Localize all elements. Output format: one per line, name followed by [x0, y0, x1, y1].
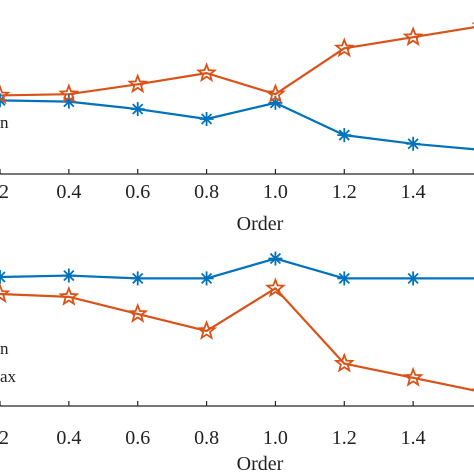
bottom-series-1-marker	[337, 271, 352, 286]
top-series-2-marker	[402, 26, 424, 47]
bottom-x-tick-label: 1.4	[401, 427, 426, 449]
bottom-series-2-marker	[58, 285, 80, 306]
bottom-x-tick-label: 1.2	[332, 427, 357, 449]
top-series-2-marker	[333, 37, 355, 58]
top-series-2-line	[0, 26, 474, 97]
top-legend-text: n	[0, 113, 9, 132]
bottom-series-2-marker	[127, 302, 149, 323]
top-x-tick-labels: 0.4 0.6 0.8 1.0 1.2 1.4 2	[0, 181, 426, 203]
bottom-legend-text-1: n	[0, 339, 9, 358]
top-series-1-marker	[130, 102, 145, 117]
top-series-markers	[0, 22, 474, 151]
top-x-tick-label: 0.6	[125, 181, 150, 203]
bottom-x-tick-label: 2	[0, 427, 9, 449]
top-series-2-marker	[127, 73, 149, 94]
top-series-1-marker	[199, 112, 214, 126]
bottom-series-1-marker	[199, 271, 214, 286]
bottom-x-tick-label: 0.4	[56, 427, 81, 449]
bottom-x-ticks	[0, 401, 414, 406]
bottom-series-1-line	[0, 257, 474, 280]
bottom-series-2-marker	[264, 277, 286, 298]
top-x-tick-label: 2	[0, 181, 9, 203]
bottom-series-2-marker	[333, 352, 355, 373]
top-x-tick-label: 0.4	[56, 181, 81, 203]
bottom-series-2-marker	[0, 282, 11, 303]
top-series-2-marker	[58, 83, 80, 104]
bottom-series-2-marker	[196, 319, 218, 340]
bottom-series-2-line	[0, 287, 474, 392]
bottom-series-1-marker	[61, 268, 76, 283]
bottom-series-lines	[0, 257, 474, 392]
bottom-series-markers	[0, 251, 474, 391]
bottom-series-1-marker	[0, 269, 7, 284]
top-x-tick-label: 1.2	[332, 181, 357, 203]
top-series-2-marker	[196, 62, 218, 83]
bottom-x-tick-label: 0.8	[194, 427, 219, 449]
top-series-2-marker	[0, 84, 11, 105]
bottom-legend-text-2: ax	[0, 367, 17, 386]
bottom-series-1-marker	[130, 271, 145, 286]
bottom-x-tick-label: 0.6	[125, 427, 150, 449]
bottom-x-axis-title: Order	[237, 453, 284, 474]
bottom-series-1-marker	[268, 251, 283, 266]
top-chart-panel: 0.4 0.6 0.8 1.0 1.2 1.4 2 n Order	[0, 22, 474, 235]
top-series-1-marker	[406, 136, 421, 151]
top-x-ticks	[0, 169, 414, 174]
bottom-x-tick-label: 1.0	[263, 427, 288, 449]
top-series-1-marker	[337, 128, 352, 143]
top-x-tick-label: 0.8	[194, 181, 219, 203]
top-x-tick-label: 1.0	[263, 181, 288, 203]
bottom-x-tick-labels: 0.4 0.6 0.8 1.0 1.2 1.4 2	[0, 427, 426, 449]
top-x-axis-title: Order	[237, 213, 284, 235]
top-series-1-line	[0, 99, 474, 151]
bottom-series-1-marker	[406, 271, 421, 286]
top-series-2-marker	[264, 83, 286, 104]
bottom-chart-panel: 0.4 0.6 0.8 1.0 1.2 1.4 2 n ax Order	[0, 251, 474, 474]
top-x-tick-label: 1.4	[401, 181, 426, 203]
bottom-series-2-marker	[402, 366, 424, 387]
top-series-lines	[0, 26, 474, 151]
